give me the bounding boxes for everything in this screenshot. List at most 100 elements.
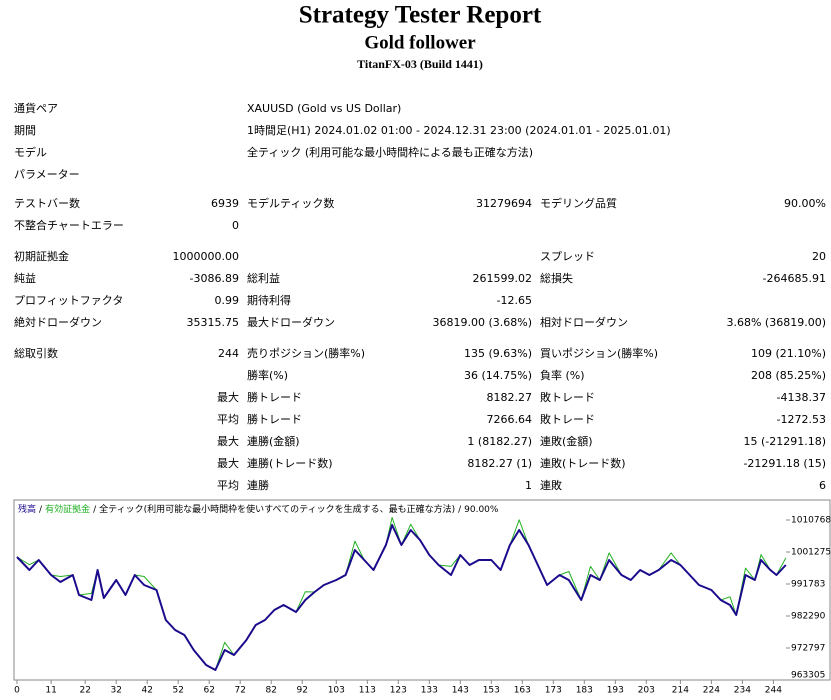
table-cell: 最大 — [217, 434, 239, 448]
legend-quality: 90.00% — [464, 505, 499, 515]
table-cell: 0 — [232, 219, 239, 232]
x-tick-label: 224 — [703, 686, 720, 696]
table-cell: 109 (21.10%) — [751, 347, 826, 360]
table-cell: 0.99 — [215, 294, 240, 307]
table-cell: -3086.89 — [190, 272, 239, 285]
legend-entry: 有効証拠金 — [45, 503, 90, 515]
table-cell: プロフィットファクタ — [14, 294, 123, 307]
x-tick-label: 203 — [638, 686, 655, 696]
table-cell: 20 — [812, 250, 826, 263]
table-cell: -264685.91 — [763, 272, 826, 285]
series-line — [16, 524, 787, 671]
table-cell: 平均 — [217, 413, 239, 426]
table-cell: -21291.18 (15) — [743, 457, 826, 470]
legend: 残高 / 有効証拠金 / 全ティック(利用可能な最小時間枠を使いすべてのティックを生成す… — [18, 503, 499, 515]
x-tick-label: 143 — [452, 686, 469, 696]
table-cell: 連敗(金額) — [540, 434, 593, 448]
table-cell: パラメーター — [14, 168, 80, 181]
table-cell: 31279694 — [476, 197, 532, 210]
x-tick-label: 42 — [141, 686, 152, 696]
table-cell: 買いポジション(勝率%) — [540, 346, 658, 360]
x-tick-label: 193 — [607, 686, 624, 696]
title: Strategy Tester Report — [299, 2, 542, 29]
x-tick-label: 22 — [79, 686, 90, 696]
x-tick-label: 123 — [390, 686, 407, 696]
table-cell: 8182.27 (1) — [467, 457, 532, 470]
table-cell: モデルティック数 — [247, 196, 334, 210]
table-cell: 15 (-21291.18) — [743, 435, 826, 448]
legend-separator: / — [39, 505, 43, 515]
x-tick-label: 92 — [296, 686, 307, 696]
table-cell: 36819.00 (3.68%) — [432, 316, 532, 329]
x-tick-label: 244 — [765, 686, 782, 696]
table-cell: -12.65 — [497, 294, 532, 307]
table-cell: モデル — [14, 145, 47, 159]
x-tick-label: 234 — [734, 686, 751, 696]
table-cell: 208 (85.25%) — [751, 369, 826, 382]
legend-separator: / — [458, 505, 462, 515]
table-cell: 絶対ドローダウン — [14, 315, 102, 329]
table-cell: 最大 — [217, 390, 239, 404]
x-tick-label: 62 — [203, 686, 214, 696]
y-tick-label: 982290 — [791, 611, 826, 621]
table-cell: 連敗(トレード数) — [540, 456, 626, 470]
legend-separator: / — [93, 505, 97, 515]
table-cell: 総取引数 — [14, 346, 58, 360]
y-tick-label: 991783 — [791, 579, 825, 589]
table-cell: 連敗 — [540, 478, 562, 492]
table-cell: 敗トレード — [540, 390, 595, 404]
table-cell: 平均 — [217, 479, 239, 492]
table-cell: 244 — [218, 347, 239, 360]
table-cell: 通貨ペア — [14, 101, 58, 115]
build: TitanFX-03 (Build 1441) — [357, 57, 483, 71]
table-cell: 3.68% (36819.00) — [726, 316, 826, 329]
table-cell: 連勝(トレード数) — [247, 456, 333, 470]
y-tick-label: 1010768 — [791, 515, 831, 525]
legend-description: 全ティック(利用可能な最小時間枠を使いすべてのティックを生成する、最も正確な方法… — [99, 503, 455, 515]
x-tick-label: 163 — [514, 686, 531, 696]
table-cell: 135 (9.63%) — [464, 347, 532, 360]
table-cell: -1272.53 — [777, 413, 826, 426]
table-cell: 8182.27 — [487, 391, 533, 404]
table-cell: 売りポジション(勝率%) — [247, 346, 365, 360]
chart-frame — [13, 499, 831, 681]
table-cell: 期間 — [14, 124, 36, 137]
legend-entry: 残高 — [18, 503, 36, 515]
table-cell: 1000000.00 — [173, 250, 239, 263]
table-cell: 相対ドローダウン — [540, 315, 628, 329]
x-tick-label: 52 — [172, 686, 183, 696]
table-cell: 勝率(%) — [247, 368, 288, 382]
table-cell: 最大ドローダウン — [247, 315, 335, 329]
table-cell: 初期証拠金 — [14, 249, 69, 263]
y-tick-label: 972797 — [791, 644, 825, 654]
x-tick-label: 0 — [14, 686, 20, 696]
table-cell: 35315.75 — [187, 316, 240, 329]
x-tick-label: 214 — [672, 686, 689, 696]
table-cell: 不整合チャートエラー — [14, 218, 124, 232]
x-tick-label: 11 — [45, 686, 56, 696]
table-cell: モデリング品質 — [540, 196, 617, 210]
table-cell: 勝トレード — [247, 390, 302, 404]
table-cell: 勝トレード — [247, 412, 302, 426]
table-cell: 261599.02 — [473, 272, 533, 285]
table-cell: -4138.37 — [777, 391, 826, 404]
table-cell: 期待利得 — [247, 293, 291, 307]
y-tick-label: 1001275 — [791, 547, 831, 557]
table-cell: スプレッド — [540, 250, 595, 263]
subtitle: Gold follower — [364, 32, 476, 53]
x-tick-label: 82 — [265, 686, 276, 696]
x-tick-label: 173 — [545, 686, 562, 696]
series-line — [16, 517, 787, 671]
table-cell: 総利益 — [247, 271, 280, 285]
x-tick-label: 103 — [328, 686, 345, 696]
x-tick-label: 133 — [421, 686, 438, 696]
x-tick-label: 32 — [110, 686, 121, 696]
x-tick-label: 72 — [234, 686, 245, 696]
table-cell: 6939 — [211, 197, 239, 210]
table-cell: 連勝 — [247, 478, 269, 492]
table-cell: 連勝(金額) — [247, 434, 300, 448]
table-cell: 1時間足(H1) 2024.01.02 01:00 - 2024.12.31 2… — [247, 124, 671, 137]
table-cell: 負率 (%) — [540, 368, 585, 382]
